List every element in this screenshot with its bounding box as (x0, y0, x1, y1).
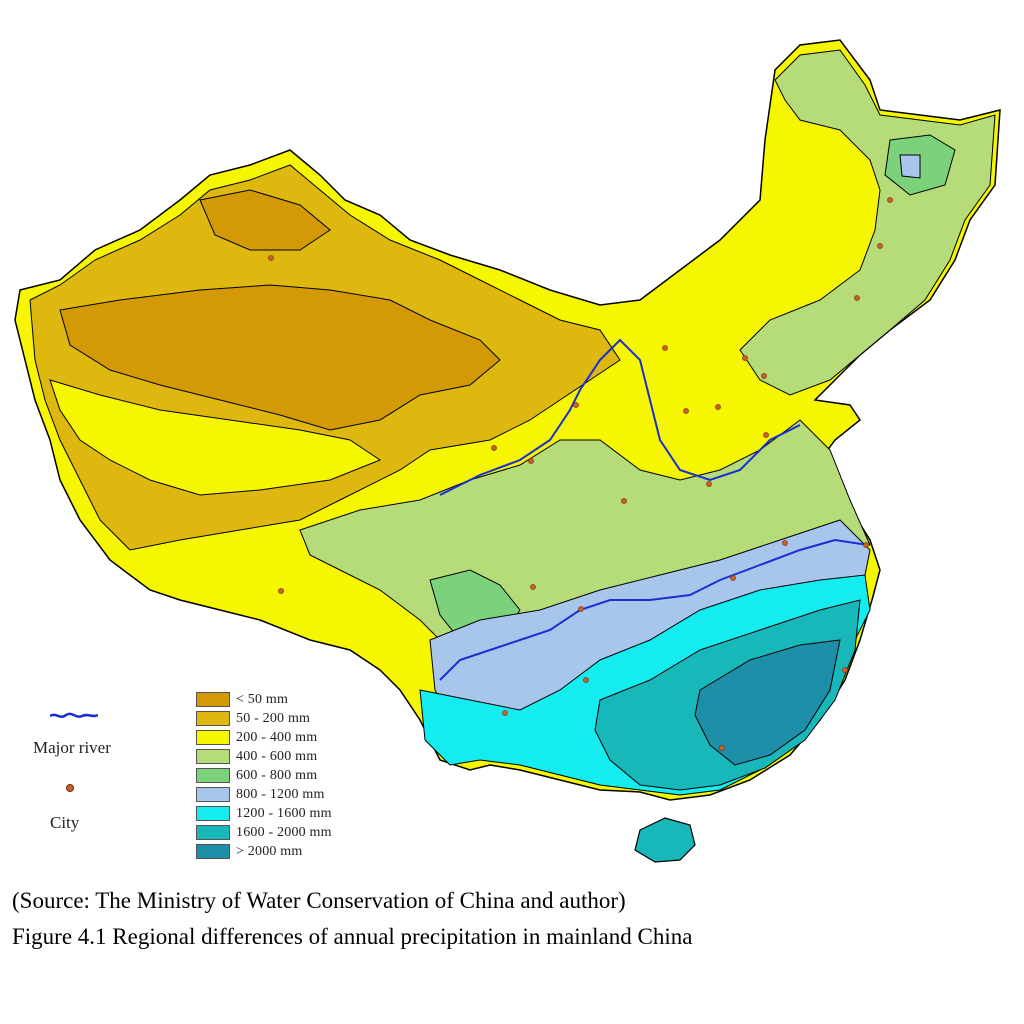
zone-lt50-junggar (199, 189, 331, 251)
precipitation-map (14, 39, 1001, 863)
city-marker (761, 373, 767, 379)
legend-swatch (196, 825, 230, 840)
city-marker (887, 197, 893, 203)
legend-swatch (196, 768, 230, 783)
city-marker (578, 606, 584, 612)
city-marker (742, 355, 748, 361)
legend-label: 1600 - 2000 mm (236, 824, 332, 840)
legend-swatch (196, 692, 230, 707)
legend-swatch (196, 730, 230, 745)
city-symbol (66, 784, 74, 792)
hainan-island (634, 817, 696, 863)
legend-row: 200 - 400 mm (196, 728, 396, 747)
legend-row: 1600 - 2000 mm (196, 823, 396, 842)
zone-800-1200-northeast (899, 154, 921, 179)
city-marker (528, 458, 534, 464)
legend-row: < 50 mm (196, 690, 396, 709)
legend-label: 800 - 1200 mm (236, 786, 325, 802)
legend-row: 800 - 1200 mm (196, 785, 396, 804)
yangtze-river (439, 538, 869, 681)
city-marker (573, 402, 579, 408)
legend-label: 400 - 600 mm (236, 748, 318, 764)
source-caption: (Source: The Ministry of Water Conservat… (12, 888, 626, 913)
city-markers (268, 197, 893, 751)
city-marker (706, 481, 712, 487)
city-marker (662, 345, 668, 351)
legend-row: 400 - 600 mm (196, 747, 396, 766)
figure-title: Figure 4.1 Regional differences of annua… (12, 924, 693, 949)
legend-row: 1200 - 1600 mm (196, 804, 396, 823)
city-marker (863, 542, 869, 548)
city-marker (782, 540, 788, 546)
zone-gt2000-south (694, 639, 841, 766)
city-marker (719, 745, 725, 751)
legend-row: 600 - 800 mm (196, 766, 396, 785)
city-marker (842, 667, 848, 673)
legend-row: > 2000 mm (196, 842, 396, 861)
city-marker (621, 498, 627, 504)
river-legend-label: Major river (33, 738, 111, 757)
legend-swatch (196, 749, 230, 764)
city-marker (268, 255, 274, 261)
legend-label: 600 - 800 mm (236, 767, 318, 783)
legend-swatch (196, 711, 230, 726)
yellow-river (439, 338, 801, 496)
city-marker (278, 588, 284, 594)
legend-swatch (196, 806, 230, 821)
river-symbol (50, 712, 98, 718)
legend-row: 50 - 200 mm (196, 709, 396, 728)
legend-label: 200 - 400 mm (236, 729, 318, 745)
city-marker (854, 295, 860, 301)
city-marker (583, 677, 589, 683)
city-legend-label: City (50, 813, 80, 832)
zone-200-400-tarim-rim (49, 379, 382, 496)
city-marker (715, 404, 721, 410)
city-marker (730, 575, 736, 581)
zone-lt50-tarim (59, 284, 501, 431)
city-marker (491, 445, 497, 451)
city-marker (877, 243, 883, 249)
city-marker (530, 584, 536, 590)
city-marker (683, 408, 689, 414)
city-marker (763, 432, 769, 438)
legend-label: 1200 - 1600 mm (236, 805, 332, 821)
legend-label: > 2000 mm (236, 843, 303, 859)
legend-label: < 50 mm (236, 691, 289, 707)
legend-label: 50 - 200 mm (236, 710, 311, 726)
legend-swatch (196, 844, 230, 859)
city-marker (502, 710, 508, 716)
legend-swatch (196, 787, 230, 802)
precipitation-legend: < 50 mm 50 - 200 mm 200 - 400 mm 400 - 6… (196, 690, 396, 861)
